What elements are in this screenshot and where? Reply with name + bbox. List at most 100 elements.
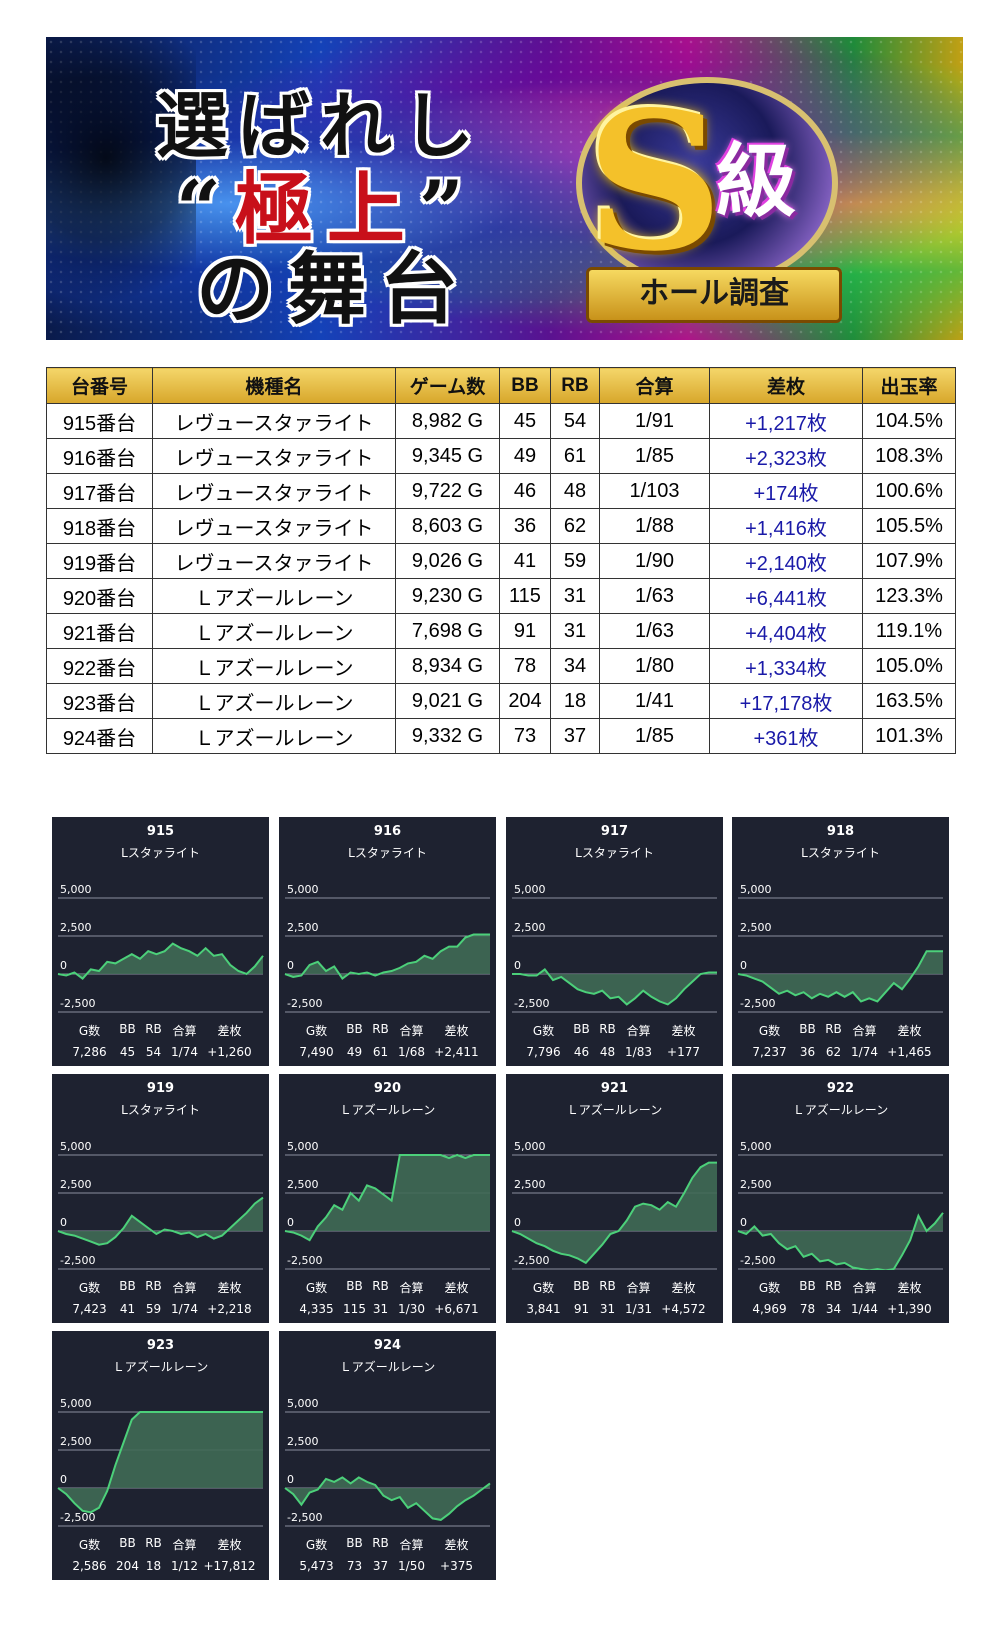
stats-value: 1/83 — [625, 1045, 652, 1059]
stats-header: BB — [346, 1279, 363, 1293]
table-cell: +361枚 — [709, 718, 863, 754]
table-cell: レヴュースタァライト — [152, 473, 396, 509]
y-tick-label: 0 — [514, 1216, 521, 1229]
y-tick-label: 2,500 — [740, 1178, 772, 1191]
panel-machine-name: Ｌアズールレーン — [112, 1360, 209, 1374]
series-line — [284, 1476, 491, 1521]
table-cell: +6,441枚 — [709, 578, 863, 614]
stats-header: 合算 — [626, 1024, 651, 1038]
y-tick-label: 0 — [287, 1216, 294, 1229]
stats-value: 1/50 — [398, 1559, 425, 1573]
table-cell: 61 — [550, 438, 600, 474]
table-cell: 915番台 — [46, 403, 153, 439]
table-cell: 104.5% — [862, 403, 956, 439]
stats-value: 3,841 — [526, 1302, 561, 1316]
stats-value: 73 — [346, 1559, 363, 1573]
stats-value: 1/30 — [398, 1302, 425, 1316]
stats-value-row: 3,841 91 31 1/31 +4,572 — [506, 1302, 723, 1316]
stats-value: +1,260 — [207, 1045, 252, 1059]
panel-stats: G数 BB RB 合算 差枚 2,586 204 18 1/12 +17,812 — [52, 1536, 269, 1573]
stats-header: 差枚 — [217, 1281, 242, 1295]
stats-header: 合算 — [852, 1281, 877, 1295]
panel-stats: G数 BB RB 合算 差枚 7,796 46 48 1/83 +177 — [506, 1022, 723, 1059]
table-header-cell: 差枚 — [709, 367, 863, 404]
stats-header: 合算 — [626, 1281, 651, 1295]
table-cell: 1/63 — [599, 578, 710, 614]
stats-header: 合算 — [172, 1281, 197, 1295]
stats-header: 差枚 — [897, 1024, 922, 1038]
table-cell: +174枚 — [709, 473, 863, 509]
table-cell: +4,404枚 — [709, 613, 863, 649]
table-cell: 123.3% — [862, 578, 956, 614]
stats-header: BB — [799, 1022, 816, 1036]
stats-value-row: 5,473 73 37 1/50 +375 — [279, 1559, 496, 1573]
table-cell: 49 — [499, 438, 551, 474]
stats-header: RB — [372, 1022, 389, 1036]
panel-stats: G数 BB RB 合算 差枚 4,335 115 31 1/30 +6,671 — [279, 1279, 496, 1316]
panel-machine-name: Ｌアズールレーン — [339, 1360, 436, 1374]
table-cell: 8,603 G — [395, 508, 500, 544]
stats-header: RB — [372, 1279, 389, 1293]
y-tick-label: -2,500 — [60, 997, 95, 1010]
banner-title-line2: “極上” — [176, 147, 478, 259]
stats-value: 37 — [372, 1559, 389, 1573]
stats-header: 差枚 — [671, 1281, 696, 1295]
y-tick-label: 5,000 — [60, 1140, 92, 1153]
banner-quote-close: ” — [418, 164, 478, 255]
table-header-cell: ゲーム数 — [395, 367, 500, 404]
y-tick-label: -2,500 — [60, 1254, 95, 1267]
y-tick-label: 5,000 — [740, 883, 772, 896]
stats-header: 合算 — [172, 1538, 197, 1552]
stats-header-row: G数 BB RB 合算 差枚 — [52, 1536, 269, 1553]
series-line — [57, 1411, 263, 1514]
banner-title-line3: の舞台 — [196, 244, 473, 335]
panel-area-chart: 5,000 2,500 0 -2,500 — [284, 1397, 491, 1527]
table-cell: 73 — [499, 718, 551, 754]
stats-value: 45 — [119, 1045, 136, 1059]
hero-banner: 選ばれし “極上” の舞台 S 級 ホール調査 — [46, 37, 963, 340]
y-tick-label: 5,000 — [740, 1140, 772, 1153]
table-cell: 78 — [499, 648, 551, 684]
stats-header: 差枚 — [444, 1538, 469, 1552]
emblem-s-letter: S — [586, 70, 724, 293]
stats-value: +1,465 — [887, 1045, 932, 1059]
table-cell: 920番台 — [46, 578, 153, 614]
stats-header: BB — [346, 1022, 363, 1036]
table-cell: レヴュースタァライト — [152, 508, 396, 544]
series-line — [737, 1212, 944, 1270]
y-tick-label: 5,000 — [514, 1140, 546, 1153]
area-fill — [58, 943, 263, 979]
series-line — [57, 942, 264, 980]
y-tick-label: 2,500 — [287, 1435, 319, 1448]
y-tick-label: 2,500 — [60, 1178, 92, 1191]
table-header-cell: 機種名 — [152, 367, 396, 404]
table-header-cell: 合算 — [599, 367, 710, 404]
panel-machine-number: 924 — [373, 1338, 402, 1353]
stats-header: 合算 — [399, 1024, 424, 1038]
table-cell: 100.6% — [862, 473, 956, 509]
stats-header: G数 — [305, 1024, 328, 1038]
panel-area-chart: 5,000 2,500 0 -2,500 — [284, 1140, 490, 1270]
table-cell: 107.9% — [862, 543, 956, 579]
table-row: 919番台 レヴュースタァライト 9,026 G 41 59 1/90 +2,140枚 107… — [46, 543, 956, 579]
stats-header-row: G数 BB RB 合算 差枚 — [279, 1279, 496, 1296]
s-rank-emblem: S 級 ホール調査 — [546, 57, 886, 327]
stats-value: +177 — [667, 1045, 700, 1059]
table-cell: +17,178枚 — [709, 683, 863, 719]
y-tick-label: 5,000 — [514, 883, 546, 896]
stats-value-row: 4,969 78 34 1/44 +1,390 — [732, 1302, 949, 1316]
y-tick-label: -2,500 — [287, 997, 322, 1010]
chart-panel-919: 919 Lスタァライト 5,000 2,500 0 -2,500 G数 BB RB 合算 差枚 7,4… — [52, 1074, 269, 1323]
banner-ink-splash — [46, 37, 196, 340]
table-cell: 9,026 G — [395, 543, 500, 579]
table-cell: 31 — [550, 613, 600, 649]
table-cell: 48 — [550, 473, 600, 509]
panel-stats: G数 BB RB 合算 差枚 4,969 78 34 1/44 +1,390 — [732, 1279, 949, 1316]
y-tick-label: 0 — [60, 959, 67, 972]
table-cell: 916番台 — [46, 438, 153, 474]
stats-value: 31 — [599, 1302, 616, 1316]
table-cell: Ｌアズールレーン — [152, 613, 396, 649]
emblem-ribbon: ホール調査 — [586, 267, 842, 323]
stats-header: G数 — [758, 1024, 781, 1038]
panel-machine-number: 920 — [373, 1081, 402, 1096]
